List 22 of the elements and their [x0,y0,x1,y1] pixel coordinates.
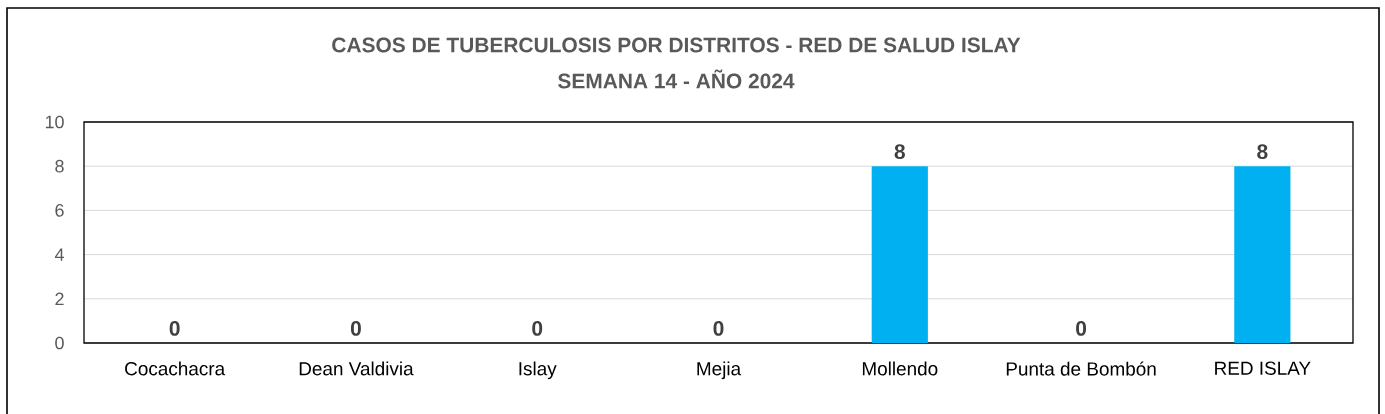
x-tick-label: Mollendo [862,361,938,376]
data-label: 0 [169,320,180,336]
y-tick-label: 10 [45,115,64,129]
x-tick-label: Punta de Bombón [1006,361,1156,376]
y-tick-label: 6 [55,204,64,217]
x-tick-label: Islay [519,361,557,380]
data-label: 0 [350,320,361,336]
data-label: 8 [894,144,905,159]
y-tick-label: 2 [55,292,64,306]
chart-subtitle: SEMANA 14 - AÑO 2024 [558,69,795,89]
y-tick-label: 0 [55,336,64,350]
x-tick-label: Cocachacra [125,361,226,376]
x-tick-label: Mejia [697,361,742,380]
x-tick-label: RED ISLAY [1215,361,1311,375]
data-label: 0 [713,320,724,336]
y-tick-label: 8 [55,159,64,173]
data-label: 0 [1076,320,1087,336]
y-tick-label: 4 [54,248,64,261]
data-label: 0 [532,320,543,336]
data-label: 8 [1257,144,1268,159]
chart-title: CASOS DE TUBERCULOSIS POR DISTRITOS - RED DE SALUD ISLAY [332,37,1021,53]
x-tick-label: Dean Valdivia [299,361,414,376]
